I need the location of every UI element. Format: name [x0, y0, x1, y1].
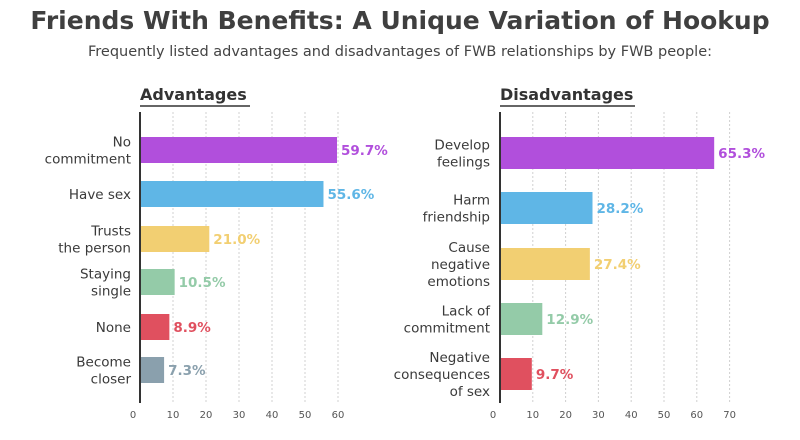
bar	[500, 192, 593, 224]
tick-label: 50	[658, 410, 671, 421]
bar	[140, 226, 210, 252]
panel-title: Disadvantages	[500, 85, 633, 104]
category-label: Negative consequences of sex	[394, 350, 490, 400]
category-label: Harm friendship	[423, 193, 490, 226]
category-label: Cause negative emotions	[427, 240, 490, 290]
tick-label: 30	[592, 410, 605, 421]
tick-label: 0	[490, 410, 496, 421]
category-label: Have sex	[69, 187, 131, 203]
bar	[500, 303, 543, 335]
value-label: 21.0%	[213, 232, 260, 248]
tick-label: 0	[130, 410, 136, 421]
value-label: 10.5%	[179, 275, 226, 291]
value-label: 55.6%	[327, 187, 374, 203]
value-label: 7.3%	[168, 363, 206, 379]
tick-label: 30	[233, 410, 246, 421]
tick-label: 50	[299, 410, 312, 421]
tick-label: 60	[690, 410, 703, 421]
bar	[140, 137, 338, 163]
bar	[140, 357, 165, 383]
disadvantages-panel: Disadvantages 65.3% Develop feelings 28.2% Ha…	[394, 85, 766, 421]
value-label: 9.7%	[536, 367, 574, 383]
value-label: 28.2%	[596, 201, 643, 217]
bar	[140, 314, 170, 340]
bar	[140, 269, 175, 295]
bar	[140, 181, 324, 207]
tick-label: 20	[559, 410, 572, 421]
category-label: Staying single	[80, 267, 131, 300]
value-label: 65.3%	[718, 146, 765, 162]
advantages-panel: Advantages 59.7% No commitment 55.6% Have sex…	[45, 85, 389, 421]
tick-label: 10	[526, 410, 539, 421]
category-label: Trusts the person	[58, 224, 131, 257]
tick-label: 20	[200, 410, 213, 421]
category-label: Develop feelings	[434, 138, 490, 171]
tick-label: 60	[332, 410, 345, 421]
bar	[500, 248, 590, 280]
category-label: Lack of commitment	[404, 304, 492, 337]
tick-label: 10	[167, 410, 180, 421]
value-label: 59.7%	[341, 143, 388, 159]
tick-label: 40	[625, 410, 638, 421]
category-label: Become closer	[76, 355, 131, 388]
category-label: None	[96, 320, 131, 336]
category-label: No commitment	[45, 135, 131, 168]
value-label: 8.9%	[173, 320, 211, 336]
bar	[500, 358, 532, 390]
bar	[500, 137, 715, 169]
panel-title: Advantages	[140, 85, 247, 104]
chart-title: Friends With Benefits: A Unique Variatio…	[30, 6, 770, 35]
value-label: 12.9%	[546, 312, 593, 328]
tick-label: 70	[723, 410, 736, 421]
value-label: 27.4%	[594, 257, 641, 273]
tick-label: 40	[266, 410, 279, 421]
chart-subtitle: Frequently listed advantages and disadva…	[87, 44, 713, 60]
